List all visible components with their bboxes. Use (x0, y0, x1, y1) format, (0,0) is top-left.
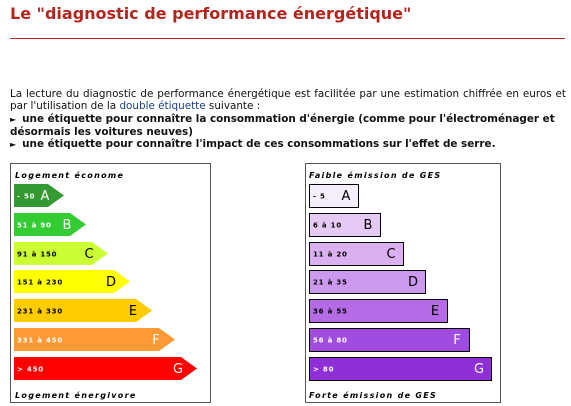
ges-letter: D (408, 275, 418, 290)
energy-range: - 50 (17, 193, 35, 201)
ges-letter: G (474, 362, 484, 377)
energy-bar (14, 299, 152, 322)
ges-letter: C (386, 247, 395, 262)
ges-range: - 5 (313, 193, 326, 201)
energy-bar (14, 213, 86, 236)
energy-letter: F (152, 333, 159, 348)
energy-bottom: Logement énergivore (15, 390, 137, 400)
energy-bar (14, 357, 197, 380)
title-rule (10, 38, 565, 39)
energy-range: 151 à 230 (17, 279, 63, 287)
ges-bar (309, 299, 448, 323)
energy-letter: E (129, 304, 137, 319)
energy-range: > 450 (17, 366, 44, 374)
ges-letter: B (364, 218, 373, 233)
energy-bar (14, 328, 175, 351)
energy-range: 51 à 90 (17, 222, 52, 230)
bullet: une étiquette pour connaître la consomma… (10, 113, 566, 138)
intro-before: La lecture du diagnostic de performance … (10, 88, 566, 112)
bullet-list: une étiquette pour connaître la consomma… (10, 113, 566, 151)
ges-range: 6 à 10 (313, 222, 342, 230)
ges-bottom: Forte émission de GES (309, 390, 437, 400)
page-title: Le "diagnostic de performance énergétiqu… (10, 4, 412, 23)
ges-range: 36 à 55 (313, 308, 348, 316)
ges-range: 56 à 80 (313, 337, 348, 345)
ges-bar (309, 184, 359, 208)
ges-bar (309, 213, 381, 237)
intro-link[interactable]: double étiquette (119, 100, 206, 112)
ges-bar (309, 328, 470, 352)
bullet: une étiquette pour connaître l'impact de… (10, 138, 566, 151)
energy-range: 331 à 450 (17, 337, 63, 345)
energy-bar (14, 184, 64, 207)
energy-letter: D (106, 275, 116, 290)
ges-range: 21 à 35 (313, 279, 348, 287)
ges-letter: E (431, 304, 439, 319)
energy-letter: B (63, 218, 72, 233)
energy-range: 91 à 150 (17, 251, 57, 259)
ges-letter: A (342, 189, 351, 204)
intro-text: La lecture du diagnostic de performance … (10, 88, 566, 112)
ges-bar (309, 357, 492, 381)
ges-letter: F (453, 333, 460, 348)
energy-letter: G (173, 362, 183, 377)
intro-after: suivante : (205, 100, 261, 112)
ges-bar (309, 270, 426, 294)
energy-letter: A (41, 189, 50, 204)
ges-range: > 80 (313, 366, 334, 374)
energy-range: 231 à 330 (17, 308, 63, 316)
energy-letter: C (84, 247, 93, 262)
energy-bar (14, 270, 130, 293)
ges-top: Faible émission de GES (309, 170, 441, 180)
energy-top: Logement économe (15, 170, 124, 180)
ges-range: 11 à 20 (313, 251, 348, 259)
energy-bar (14, 242, 108, 265)
ges-bar (309, 242, 404, 266)
